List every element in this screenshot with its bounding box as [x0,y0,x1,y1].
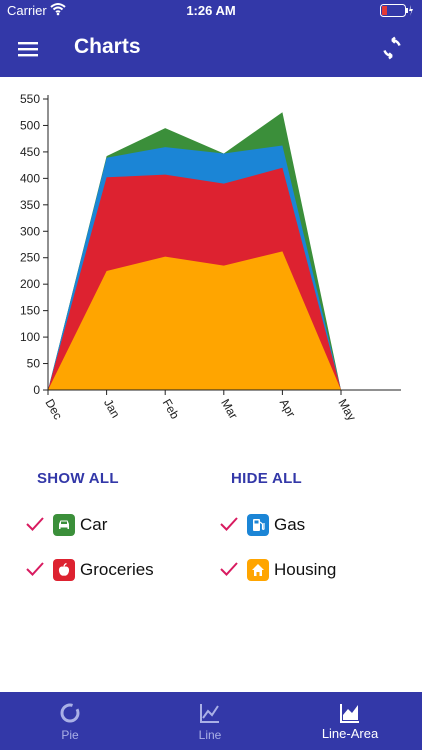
legend-item-housing[interactable]: Housing [219,556,389,584]
status-bar: Carrier 1:26 AM [0,0,422,21]
x-tick-label: May [335,397,358,424]
page-title: Charts [74,35,141,58]
tab-line[interactable]: Line [140,692,280,750]
battery-icon [380,4,414,20]
x-tick-label: Mar [218,397,240,422]
apple-icon [53,559,75,581]
checkmark-icon [219,516,239,537]
bottom-tab-bar: Pie Line Line-Area [0,692,422,750]
y-tick-label: 150 [20,304,40,318]
pie-chart-icon [58,701,82,730]
tab-line-area[interactable]: Line-Area [280,692,420,750]
legend-label: Car [80,515,108,534]
x-tick-label: Feb [160,397,183,422]
wifi-icon [50,2,66,19]
stacked-area-chart: 0 50 100 150 200 250 300 350 400 450 500 550 Dec Jan F… [20,92,401,424]
checkmark-icon [25,516,45,537]
legend-item-gas[interactable]: Gas [219,511,389,539]
hamburger-menu-icon[interactable] [16,37,40,61]
home-icon [247,559,269,581]
y-tick-label: 250 [20,251,40,265]
refresh-icon[interactable] [380,36,404,60]
legend-actions: SHOW ALL HIDE ALL [0,470,422,492]
x-tick-label: Jan [101,397,123,421]
area-housing [48,251,341,390]
carrier-label: Carrier [7,3,47,18]
car-icon [53,514,75,536]
y-tick-label: 400 [20,171,40,185]
legend-item-groceries[interactable]: Groceries [25,556,195,584]
legend-label: Gas [274,515,306,534]
legend-label: Groceries [80,560,154,579]
y-tick-label: 0 [33,383,40,397]
checkmark-icon [25,561,45,582]
x-tick-label: Dec [42,397,65,422]
y-tick-label: 350 [20,198,40,212]
gas-pump-icon [247,514,269,536]
y-tick-label: 200 [20,277,40,291]
tab-label: Line [198,728,222,742]
checkmark-icon [219,561,239,582]
x-tick-label: Apr [277,397,298,420]
tab-label: Line-Area [321,726,379,741]
y-tick-label: 550 [20,92,40,106]
hide-all-button[interactable]: HIDE ALL [231,470,303,487]
line-chart-icon [198,701,222,730]
y-tick-label: 50 [27,357,41,371]
tab-pie[interactable]: Pie [0,692,140,750]
y-tick-label: 300 [20,224,40,238]
status-time: 1:26 AM [186,3,236,18]
y-tick-label: 450 [20,145,40,159]
app-bar: Charts [0,21,422,77]
area-chart-icon [338,701,362,730]
y-tick-label: 500 [20,118,40,132]
y-tick-label: 100 [20,330,40,344]
legend-label: Housing [274,560,337,579]
show-all-button[interactable]: SHOW ALL [37,470,119,487]
tab-label: Pie [61,728,79,742]
legend-item-car[interactable]: Car [25,511,195,539]
